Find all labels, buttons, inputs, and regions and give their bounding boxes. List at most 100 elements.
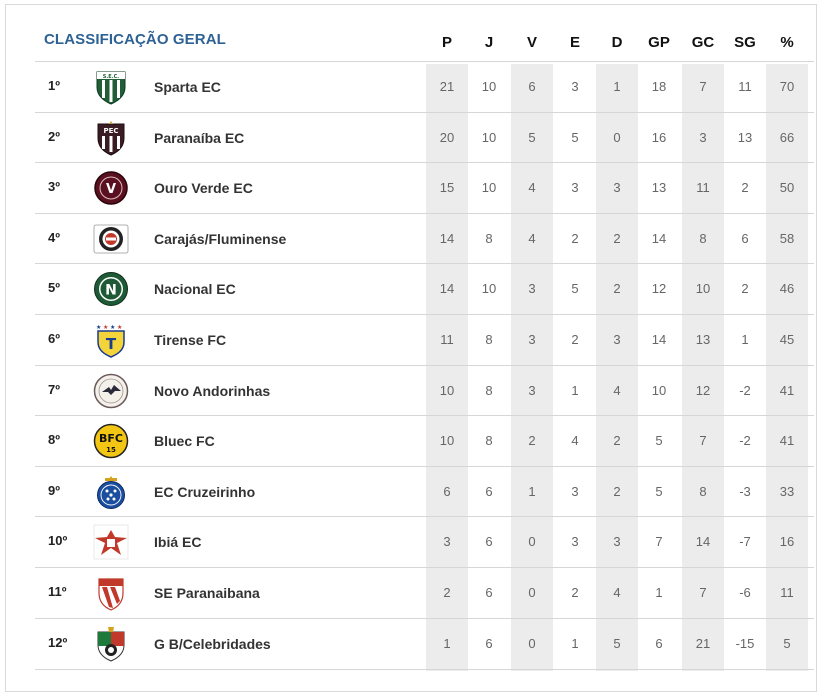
stat-gp-cell: 14 xyxy=(651,332,667,347)
stat-p-cell: 14 xyxy=(439,281,455,297)
svg-text:S.E.C.: S.E.C. xyxy=(103,74,119,80)
stat-pct-cell: 41 xyxy=(779,433,795,449)
cruzeirinho-crest-icon xyxy=(93,474,129,510)
stat-e-cell: 2 xyxy=(571,332,579,347)
stat-gp-cell: 7 xyxy=(655,534,663,550)
team-name[interactable]: Tirense FC xyxy=(154,332,227,348)
stat-p-cell: 3 xyxy=(443,534,451,550)
table-row[interactable]: 5º N Nacional EC 14 10 3 5 2 12 10 2 46 xyxy=(35,263,814,314)
stat-j-cell: 10 xyxy=(481,180,497,196)
stat-gp-cell: 12 xyxy=(651,281,667,297)
stat-p-cell: 10 xyxy=(439,382,455,398)
stat-p-cell: 10 xyxy=(439,433,455,449)
stat-sg-cell: -2 xyxy=(739,433,751,449)
stat-sg-cell: 2 xyxy=(741,281,749,297)
team-name[interactable]: Nacional EC xyxy=(154,281,236,298)
stat-p-cell: 6 xyxy=(443,483,451,499)
column-header: V xyxy=(526,34,537,51)
stat-e-cell: 5 xyxy=(571,129,579,145)
stat-sg-cell: 2 xyxy=(741,180,749,196)
stat-gc-cell: 8 xyxy=(699,483,707,499)
stat-v-cell: 0 xyxy=(528,534,536,550)
svg-text:N: N xyxy=(105,283,117,299)
stat-gc-cell: 14 xyxy=(695,534,711,550)
column-shade xyxy=(682,64,724,671)
stat-gc-cell: 7 xyxy=(699,79,707,94)
column-shade xyxy=(596,64,638,671)
column-shade xyxy=(511,64,553,671)
stat-pct-cell: 16 xyxy=(779,534,795,550)
stat-sg-cell: 11 xyxy=(738,79,752,94)
stat-j-cell: 8 xyxy=(485,433,493,449)
column-header: D xyxy=(611,34,623,51)
table-row[interactable]: 4º Carajás/Fluminense 14 8 4 2 2 14 8 6 58 xyxy=(35,212,814,264)
table-row[interactable]: 6º ★ ★ ★ ★ T Tirense FC 11 8 3 2 3 14 13 1 45 xyxy=(35,314,814,365)
column-header: SG xyxy=(734,34,756,51)
stat-sg-cell: -6 xyxy=(739,585,751,600)
team-name[interactable]: Carajás/Fluminense xyxy=(154,230,287,247)
stat-pct-cell: 46 xyxy=(779,281,795,297)
novo-andorinhas-crest-icon xyxy=(93,373,129,409)
stat-d-cell: 3 xyxy=(613,534,621,550)
stat-j-cell: 6 xyxy=(485,534,493,550)
stat-v-cell: 4 xyxy=(528,180,536,196)
stat-v-cell: 3 xyxy=(528,281,536,297)
stat-v-cell: 3 xyxy=(528,382,536,398)
stat-v-cell: 0 xyxy=(528,585,536,600)
team-name[interactable]: EC Cruzeirinho xyxy=(154,483,256,500)
stat-gp-cell: 13 xyxy=(651,180,667,196)
column-header: GC xyxy=(691,34,715,51)
stat-pct-cell: 33 xyxy=(779,483,795,499)
team-name[interactable]: Ibiá EC xyxy=(154,534,202,551)
table-row[interactable]: 10º Ibiá EC 3 6 0 3 3 7 14 -7 16 xyxy=(35,516,814,567)
stat-j-cell: 10 xyxy=(481,129,497,145)
standings-panel: CLASSIFICAÇÃO GERAL P J V E D GP GC SG% 1º S.E.… xyxy=(5,4,817,692)
gb-celebridades-crest-icon xyxy=(93,626,129,662)
stat-v-cell: 2 xyxy=(528,433,536,449)
stat-d-cell: 2 xyxy=(613,230,621,246)
stat-gp-cell: 1 xyxy=(655,585,663,600)
stat-gc-cell: 10 xyxy=(695,281,711,297)
stat-pct-cell: 58 xyxy=(779,230,795,246)
team-name[interactable]: Novo Andorinhas xyxy=(154,382,271,399)
stat-p-cell: 2 xyxy=(443,585,451,600)
stat-j-cell: 8 xyxy=(485,230,493,246)
position-label: 1º xyxy=(48,78,60,93)
table-row[interactable]: 12º G B/Celebridades 1 6 0 1 5 6 21 -15 5 xyxy=(35,617,814,670)
table-row[interactable]: 8º BFC 15 Bluec FC 10 8 2 4 2 5 7 -2 41 xyxy=(35,415,814,466)
stat-p-cell: 1 xyxy=(443,635,451,651)
team-name[interactable]: G B/Celebridades xyxy=(154,635,271,652)
team-name[interactable]: Bluec FC xyxy=(154,433,215,450)
stat-sg-cell: 6 xyxy=(741,230,749,246)
stat-j-cell: 6 xyxy=(485,483,493,499)
table-row[interactable]: 7º Novo Andorinhas 10 8 3 1 4 10 12 -2 41 xyxy=(35,364,814,416)
stat-e-cell: 1 xyxy=(571,382,579,398)
table-row[interactable]: 1º S.E.C. Sparta EC 21 10 6 3 1 18 7 11 70 xyxy=(35,61,814,112)
stat-d-cell: 4 xyxy=(613,382,621,398)
team-name[interactable]: Sparta EC xyxy=(154,79,221,95)
stat-e-cell: 2 xyxy=(571,585,579,600)
stat-gc-cell: 12 xyxy=(695,382,711,398)
svg-text:V: V xyxy=(106,182,116,197)
table-row[interactable]: 3º V Ouro Verde EC 15 10 4 3 3 13 11 2 50 xyxy=(35,162,814,213)
column-shade xyxy=(766,64,808,671)
position-label: 5º xyxy=(48,280,60,296)
table-row[interactable]: 2º PEC Paranaíba EC 20 10 5 5 0 16 3 13 66 xyxy=(35,111,814,163)
position-label: 2º xyxy=(48,128,60,144)
table-row[interactable]: 11º SE Paranaibana 2 6 0 2 4 1 7 -6 11 xyxy=(35,567,814,618)
team-name[interactable]: Paranaíba EC xyxy=(154,129,245,146)
stat-sg-cell: -7 xyxy=(739,534,751,550)
position-label: 9º xyxy=(48,482,60,498)
position-label: 4º xyxy=(48,229,60,245)
stat-gp-cell: 5 xyxy=(655,433,663,449)
stat-gp-cell: 18 xyxy=(651,79,667,94)
se-paranaibana-crest-icon xyxy=(93,575,129,611)
stat-e-cell: 5 xyxy=(571,281,579,297)
team-name[interactable]: SE Paranaibana xyxy=(154,585,260,601)
table-row[interactable]: 9º EC Cruzeirinho 6 6 1 3 2 5 8 -3 33 xyxy=(35,465,814,517)
team-name[interactable]: Ouro Verde EC xyxy=(154,180,253,197)
stat-sg-cell: 1 xyxy=(741,332,749,347)
svg-text:★: ★ xyxy=(103,324,108,331)
stat-pct-cell: 66 xyxy=(779,129,795,145)
stat-gc-cell: 21 xyxy=(695,635,711,651)
